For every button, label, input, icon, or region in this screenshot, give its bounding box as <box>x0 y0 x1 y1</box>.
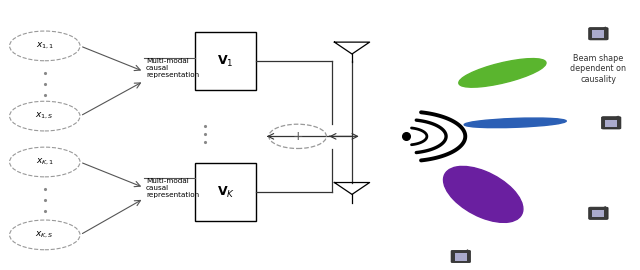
Ellipse shape <box>459 59 546 87</box>
FancyBboxPatch shape <box>602 117 621 129</box>
Text: Multi-modal
causal
representation: Multi-modal causal representation <box>146 178 199 198</box>
Ellipse shape <box>464 118 566 128</box>
FancyBboxPatch shape <box>605 120 617 127</box>
Text: $x_{1,1}$: $x_{1,1}$ <box>36 41 54 51</box>
Text: $x_{K,1}$: $x_{K,1}$ <box>36 157 54 167</box>
Text: +: + <box>292 130 303 143</box>
FancyBboxPatch shape <box>589 207 608 220</box>
FancyBboxPatch shape <box>589 28 608 40</box>
Bar <box>195 32 256 90</box>
Text: Multi-modal
causal
representation: Multi-modal causal representation <box>146 58 199 78</box>
Text: $\mathbf{V}_1$: $\mathbf{V}_1$ <box>218 54 234 69</box>
FancyBboxPatch shape <box>451 250 470 263</box>
Text: $\mathbf{V}_K$: $\mathbf{V}_K$ <box>216 185 235 200</box>
Bar <box>195 163 256 221</box>
FancyBboxPatch shape <box>455 253 467 261</box>
Text: $x_{1,S}$: $x_{1,S}$ <box>35 111 54 121</box>
Text: Beam shape
dependent on
causality: Beam shape dependent on causality <box>570 54 627 84</box>
Ellipse shape <box>444 166 523 222</box>
FancyBboxPatch shape <box>593 31 604 38</box>
FancyBboxPatch shape <box>593 210 604 217</box>
Text: $x_{K,S}$: $x_{K,S}$ <box>35 230 54 240</box>
